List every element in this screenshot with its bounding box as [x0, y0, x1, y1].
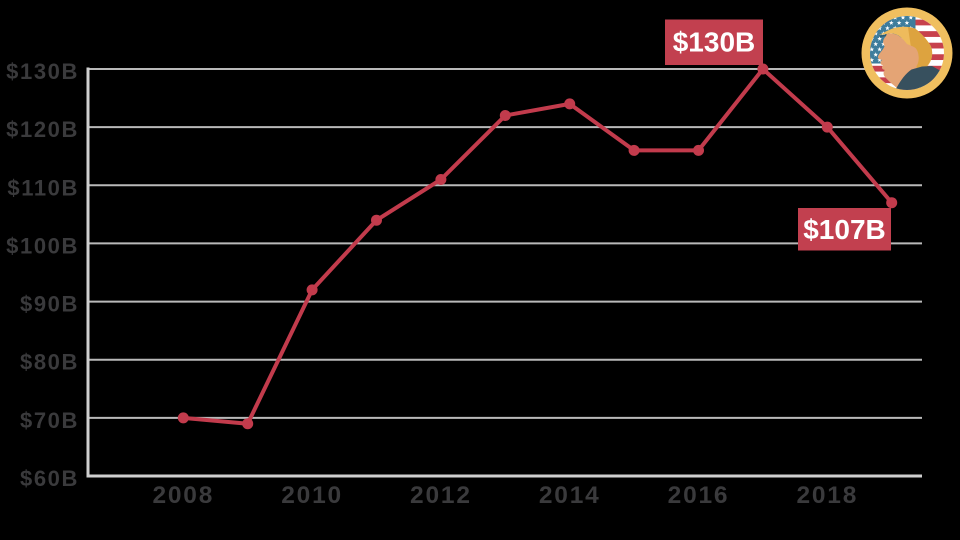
svg-text:$80B: $80B	[20, 350, 79, 375]
svg-text:$130B: $130B	[673, 26, 756, 57]
svg-text:2016: 2016	[668, 482, 730, 509]
svg-text:$70B: $70B	[20, 408, 79, 433]
svg-text:2012: 2012	[410, 482, 472, 509]
svg-text:2008: 2008	[152, 482, 214, 509]
svg-text:2018: 2018	[796, 482, 858, 509]
svg-text:2014: 2014	[539, 482, 601, 509]
svg-text:$107B: $107B	[803, 214, 886, 245]
svg-text:$60B: $60B	[20, 466, 79, 491]
svg-text:$120B: $120B	[6, 117, 79, 142]
svg-text:2010: 2010	[281, 482, 343, 509]
svg-text:$110B: $110B	[7, 175, 79, 200]
svg-text:$90B: $90B	[20, 292, 79, 317]
svg-text:$100B: $100B	[6, 233, 79, 258]
svg-text:$130B: $130B	[6, 59, 79, 84]
